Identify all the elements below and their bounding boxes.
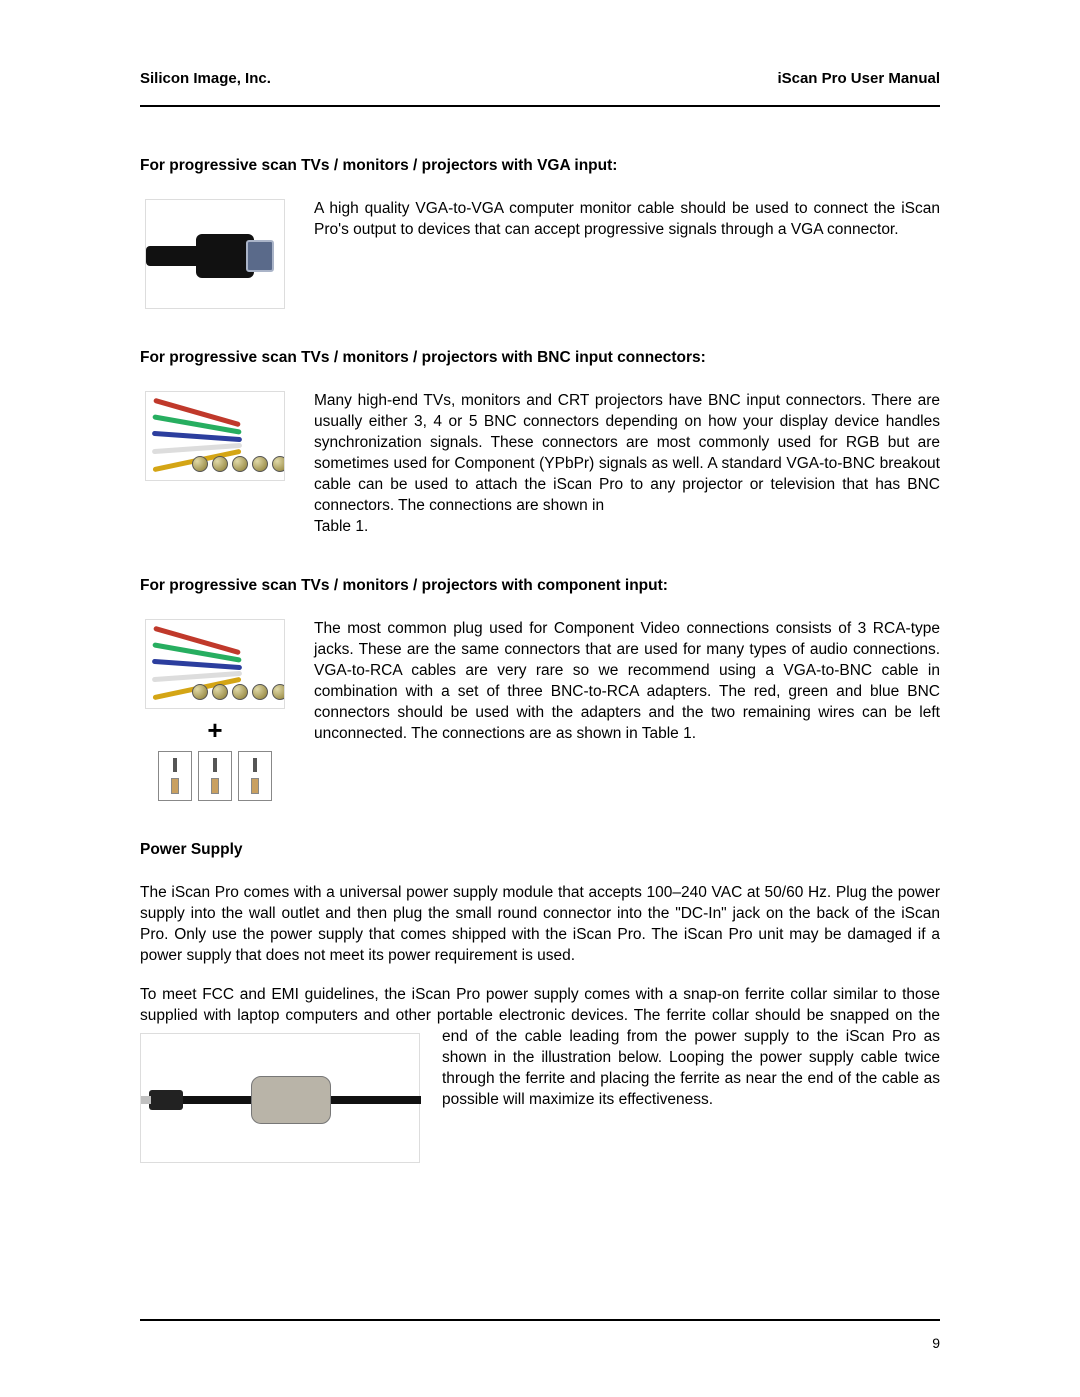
power-para-2: To meet FCC and EMI guidelines, the iSca… (140, 985, 940, 1173)
text-bnc: Many high-end TVs, monitors and CRT proj… (314, 391, 940, 537)
heading-vga: For progressive scan TVs / monitors / pr… (140, 157, 940, 175)
text-bnc-tail: Table 1. (314, 518, 368, 535)
row-vga: A high quality VGA-to-VGA computer monit… (140, 199, 940, 309)
ferrite-image (140, 1033, 420, 1163)
adapter-3 (238, 751, 272, 801)
plus-icon: + (207, 717, 222, 743)
header-left: Silicon Image, Inc. (140, 70, 271, 87)
adapter-1 (158, 751, 192, 801)
bnc-cable-image (145, 391, 285, 481)
image-bnc-col (140, 391, 290, 537)
text-component: The most common plug used for Component … (314, 619, 940, 801)
page-number: 9 (932, 1335, 940, 1351)
page-header: Silicon Image, Inc. iScan Pro User Manua… (140, 70, 940, 105)
adapter-2 (198, 751, 232, 801)
heading-power: Power Supply (140, 841, 940, 859)
text-bnc-main: Many high-end TVs, monitors and CRT proj… (314, 392, 940, 514)
top-rule (140, 105, 940, 107)
header-right: iScan Pro User Manual (777, 70, 940, 87)
power-para-1: The iScan Pro comes with a universal pow… (140, 883, 940, 967)
row-bnc: Many high-end TVs, monitors and CRT proj… (140, 391, 940, 537)
vga-connector-image (145, 199, 285, 309)
text-vga: A high quality VGA-to-VGA computer monit… (314, 199, 940, 309)
row-component: + The most common plug used for Componen… (140, 619, 940, 801)
component-cable-image (145, 619, 285, 709)
image-component-col: + (140, 619, 290, 801)
image-vga-col (140, 199, 290, 309)
adapters-image (158, 751, 272, 801)
heading-component: For progressive scan TVs / monitors / pr… (140, 577, 940, 595)
bottom-rule (140, 1319, 940, 1321)
heading-bnc: For progressive scan TVs / monitors / pr… (140, 349, 940, 367)
